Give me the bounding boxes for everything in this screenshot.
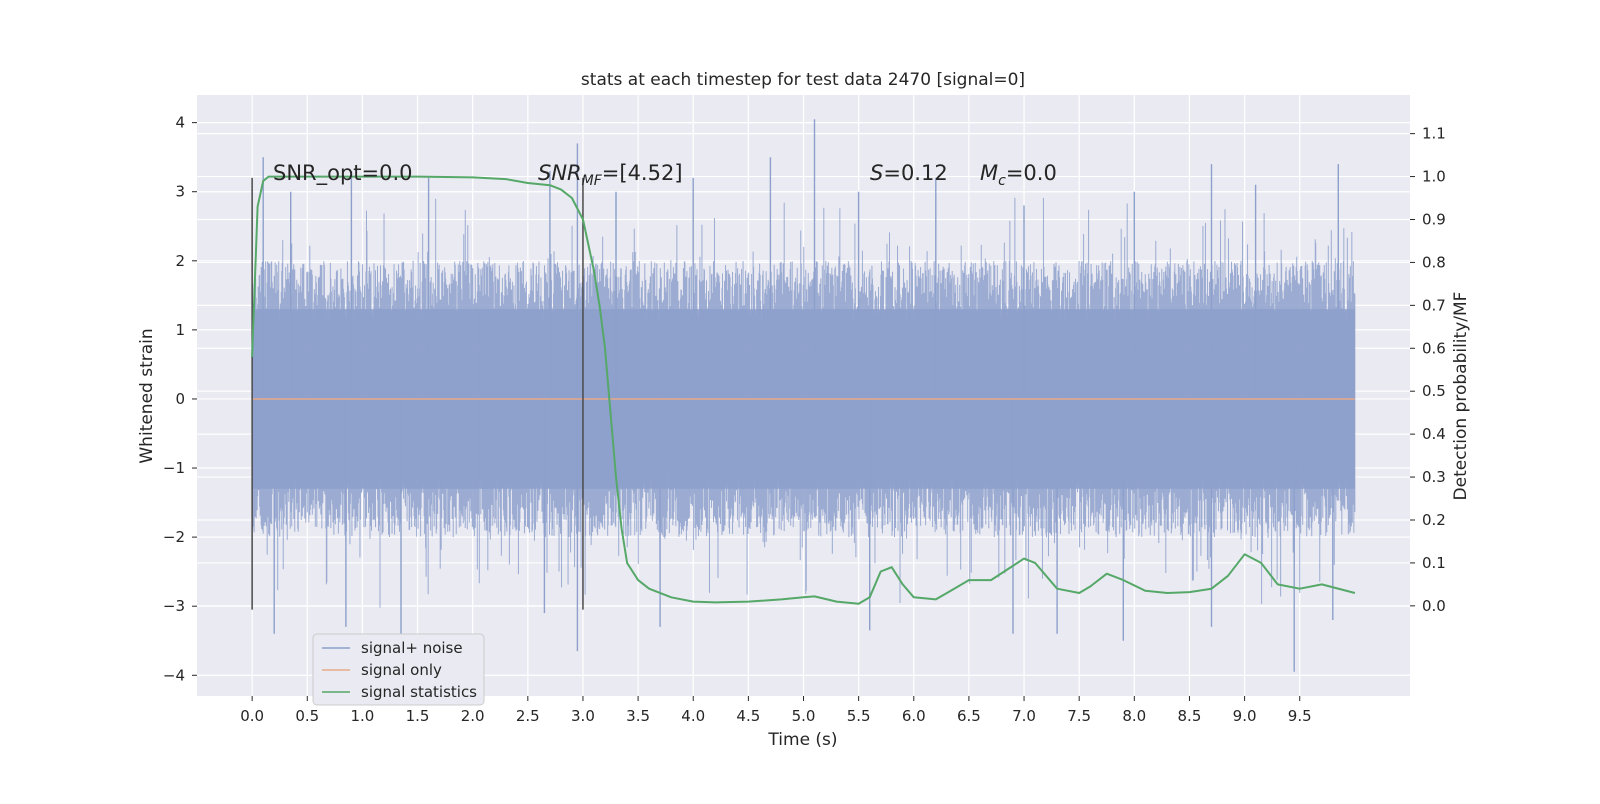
x-tick-label: 4.0 — [681, 707, 705, 725]
y-tick-label-right: 0.2 — [1422, 511, 1446, 529]
x-tick-label: 6.5 — [957, 707, 981, 725]
x-tick-label: 1.5 — [406, 707, 430, 725]
y-ticks-right: 1.1 1.0 0.9 0.8 0.7 0.6 0.5 0.4 0.3 0.2 0.1 0.0 — [1410, 125, 1446, 615]
signal-statistics-series — [251, 175, 1356, 605]
y-tick-label-left: −4 — [163, 666, 185, 684]
snr-mf-subscript: MF — [582, 173, 603, 189]
annotation-snr-opt: SNR_opt=0.0 — [273, 161, 413, 186]
x-tick-label: 3.0 — [571, 707, 595, 725]
x-tick-label: 5.0 — [792, 707, 816, 725]
x-tick-label: 2.5 — [516, 707, 540, 725]
signal-noise-peaks — [262, 119, 1339, 672]
legend-label-signal-noise: signal+ noise — [361, 639, 463, 657]
chart-title: stats at each timestep for test data 247… — [581, 70, 1025, 90]
y-tick-label-left: 3 — [175, 183, 185, 201]
y-tick-label-left: 1 — [175, 321, 185, 339]
x-ticks: 0.0 0.5 1.0 1.5 2.0 2.5 3.0 3.5 4.0 4.5 5.0 5.5 6.0 6… — [240, 696, 1312, 725]
legend: signal+ noise signal only signal statist… — [312, 633, 485, 706]
vertical-markers — [251, 177, 584, 610]
x-tick-label: 8.0 — [1122, 707, 1146, 725]
x-axis-label: Time (s) — [767, 730, 837, 750]
y-tick-label-right: 0.1 — [1422, 554, 1446, 572]
annotation-s: S=0.12 — [870, 161, 948, 185]
annotation-mc: Mc=0.0 — [980, 161, 1057, 189]
y-tick-label-left: 0 — [175, 390, 185, 408]
x-tick-label: 4.5 — [736, 707, 760, 725]
mc-label: M — [980, 161, 998, 185]
y-tick-label-left: −3 — [163, 597, 185, 615]
snr-mf-label: SNR — [538, 161, 582, 185]
y-tick-label-right: 0.4 — [1422, 425, 1446, 443]
x-tick-label: 9.5 — [1288, 707, 1312, 725]
legend-label-signal-only: signal only — [361, 661, 442, 679]
signal-statistics-line — [251, 175, 1356, 605]
y-ticks-left: 4 3 2 1 0 −1 −2 −3 −4 — [163, 114, 197, 684]
x-tick-label: 8.5 — [1178, 707, 1202, 725]
x-tick-label: 2.0 — [461, 707, 485, 725]
y-tick-label-right: 0.6 — [1422, 339, 1446, 357]
y-tick-label-right: 0.3 — [1422, 468, 1446, 486]
x-tick-label: 5.5 — [847, 707, 871, 725]
annotation-snr-mf: SNRMF=[4.52] — [538, 161, 683, 189]
x-tick-label: 7.0 — [1012, 707, 1036, 725]
y-axis-label-right: Detection probability/MF — [1451, 292, 1471, 501]
legend-box — [312, 633, 485, 706]
s-label: S — [870, 161, 883, 185]
y-tick-label-right: 1.1 — [1422, 125, 1446, 143]
y-axis-label-left: Whitened strain — [137, 328, 157, 463]
s-value: =0.12 — [883, 161, 947, 185]
x-tick-label: 0.0 — [240, 707, 264, 725]
legend-label-signal-statistics: signal statistics — [361, 683, 477, 701]
mc-value: =0.0 — [1006, 161, 1057, 185]
y-tick-label-left: 4 — [175, 114, 185, 132]
x-tick-label: 3.5 — [626, 707, 650, 725]
y-tick-label-right: 1.0 — [1422, 168, 1446, 186]
snr-mf-value: =[4.52] — [602, 161, 683, 185]
y-tick-label-right: 0.7 — [1422, 296, 1446, 314]
y-tick-label-right: 0.9 — [1422, 210, 1446, 228]
y-tick-label-left: −1 — [163, 459, 185, 477]
x-tick-label: 6.0 — [902, 707, 926, 725]
y-tick-label-right: 0.5 — [1422, 382, 1446, 400]
x-tick-label: 1.0 — [350, 707, 374, 725]
x-tick-label: 0.5 — [295, 707, 319, 725]
x-tick-label: 7.5 — [1067, 707, 1091, 725]
mc-subscript: c — [998, 173, 1006, 189]
y-tick-label-right: 0.8 — [1422, 253, 1446, 271]
y-tick-label-left: 2 — [175, 252, 185, 270]
y-tick-label-left: −2 — [163, 528, 185, 546]
x-tick-label: 9.0 — [1233, 707, 1257, 725]
y-tick-label-right: 0.0 — [1422, 597, 1446, 615]
